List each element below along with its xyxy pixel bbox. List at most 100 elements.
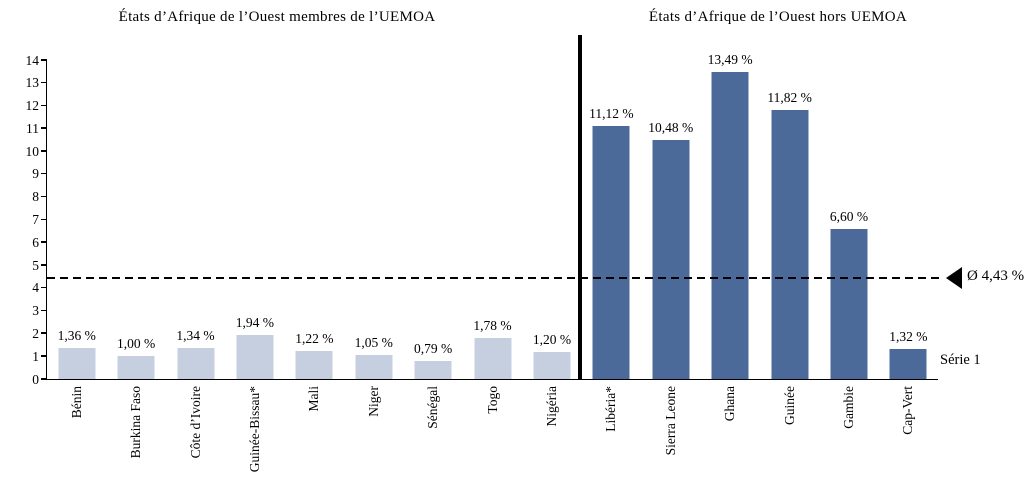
bars-container: 1,36 % Bénin 1,00 % Burkina Faso 1,34 % Côte … — [47, 52, 938, 473]
y-tick-mark — [41, 81, 47, 84]
y-tick-label: 5 — [32, 257, 39, 273]
average-value-label: Ø 4,43 % — [967, 268, 1025, 285]
y-tick-mark — [41, 286, 47, 289]
bar-value-label: 1,34 % — [176, 328, 215, 344]
bar-slot: 1,22 % Mali — [285, 60, 344, 411]
bar-value-label: 10,48 % — [648, 120, 694, 136]
category-label: Mali — [306, 386, 322, 412]
bar — [474, 338, 512, 379]
bar-value-label: 13,49 % — [707, 51, 753, 67]
bar-value-label: 1,05 % — [354, 335, 393, 351]
bar-slot: 1,20 % Nigéria — [522, 60, 581, 427]
left-group-title: États d’Afrique de l’Ouest membres de l’… — [118, 9, 436, 25]
average-dashed-line — [47, 277, 943, 280]
bar-slot: 1,36 % Bénin — [47, 60, 106, 418]
group-divider-line — [577, 35, 582, 379]
average-arrow-icon — [946, 267, 962, 290]
y-tick-mark — [41, 309, 47, 312]
category-label: Ghana — [722, 386, 738, 422]
bar-slot: 1,94 % Guinée-Bissau* — [225, 60, 284, 472]
bar-slot: 11,12 % Libéria* — [582, 60, 641, 432]
bar-slot: 11,82 % Guinée — [760, 60, 819, 425]
y-tick-label: 8 — [32, 189, 39, 205]
y-tick-label: 7 — [32, 212, 39, 227]
bar — [711, 71, 749, 379]
bar-value-label: 1,94 % — [235, 314, 275, 330]
bar-slot: 1,05 % Niger — [344, 60, 403, 417]
bar-value-label: 1,20 % — [532, 331, 572, 347]
bar-value-label: 1,32 % — [889, 328, 928, 344]
y-tick-label: 10 — [25, 143, 40, 159]
category-label: Cap-Vert — [900, 386, 916, 435]
bar-slot: 1,34 % Côte d’Ivoire — [166, 60, 225, 458]
y-tick-label: 1 — [32, 348, 39, 364]
y-tick-label: 12 — [25, 98, 40, 114]
bar — [889, 348, 927, 379]
bar — [414, 361, 452, 379]
category-label: Libéria* — [603, 386, 619, 432]
y-tick-label: 9 — [32, 166, 39, 182]
y-tick-label: 13 — [25, 75, 40, 91]
bar — [236, 334, 274, 379]
bar-slot: 6,60 % Gambie — [819, 60, 878, 429]
bar — [355, 355, 393, 379]
y-tick-mark — [41, 172, 47, 175]
y-tick-mark — [41, 355, 47, 357]
y-tick-mark — [41, 127, 47, 129]
y-tick-label: 11 — [26, 120, 39, 136]
bar — [533, 351, 571, 379]
bar-slot: 1,00 % Burkina Faso — [106, 60, 165, 458]
bar-value-label: 1,36 % — [57, 328, 96, 344]
bar — [177, 348, 215, 379]
y-tick-mark — [41, 150, 47, 152]
bar-slot: 10,48 % Sierra Leone — [641, 60, 700, 455]
y-tick-mark — [41, 104, 47, 107]
bar — [830, 228, 868, 379]
category-label: Burkina Faso — [128, 386, 144, 459]
bar — [117, 356, 155, 379]
y-tick-label: 2 — [32, 325, 39, 341]
y-tick-mark — [41, 218, 47, 220]
bar-slot: 13,49 % Ghana — [700, 52, 759, 422]
y-tick-mark — [41, 59, 47, 61]
bar — [58, 348, 96, 379]
category-label: Bénin — [68, 386, 84, 419]
y-tick-mark — [41, 241, 47, 243]
category-label: Togo — [484, 386, 500, 414]
bar — [652, 140, 690, 379]
bar-slot: 1,32 % Cap-Vert — [879, 60, 938, 435]
right-group-title: États d’Afrique de l’Ouest hors UEMOA — [648, 9, 908, 25]
bar — [771, 109, 809, 379]
bar — [295, 351, 333, 379]
y-tick-mark — [41, 264, 47, 266]
y-tick-label: 0 — [32, 371, 39, 387]
y-tick-mark — [41, 332, 47, 334]
category-label: Guinée — [781, 386, 797, 425]
y-tick-label: 3 — [32, 303, 39, 319]
bar-value-label: 1,78 % — [473, 318, 512, 334]
y-tick-label: 6 — [32, 234, 39, 250]
bar-value-label: 6,60 % — [829, 208, 869, 224]
bar-value-label: 1,22 % — [295, 331, 334, 347]
category-label: Sénégal — [425, 386, 441, 429]
bar-value-label: 11,82 % — [767, 89, 812, 105]
category-label: Guinée-Bissau* — [246, 386, 262, 473]
category-label: Nigéria — [543, 386, 559, 427]
bar — [592, 125, 630, 379]
bar-slot: 0,79 % Sénégal — [403, 60, 462, 429]
bar-value-label: 0,79 % — [414, 341, 453, 356]
y-tick-label: 14 — [25, 52, 40, 68]
y-tick-mark — [41, 378, 47, 380]
category-label: Niger — [365, 386, 381, 417]
plot-area: 0 1 2 3 4 5 6 7 8 9 10 11 12 13 14 1,36 % Bénin 1,00 % Bu… — [26, 35, 1024, 473]
bar-value-label: 1,00 % — [116, 336, 156, 352]
series-legend-label: Série 1 — [940, 352, 981, 368]
y-tick-label: 4 — [32, 280, 39, 296]
category-label: Sierra Leone — [662, 386, 678, 456]
y-tick-mark — [41, 195, 47, 198]
bar-value-label: 11,12 % — [589, 105, 634, 121]
category-label: Côte d’Ivoire — [187, 386, 203, 459]
bar-slot: 1,78 % Togo — [463, 60, 522, 413]
category-label: Gambie — [840, 386, 856, 429]
